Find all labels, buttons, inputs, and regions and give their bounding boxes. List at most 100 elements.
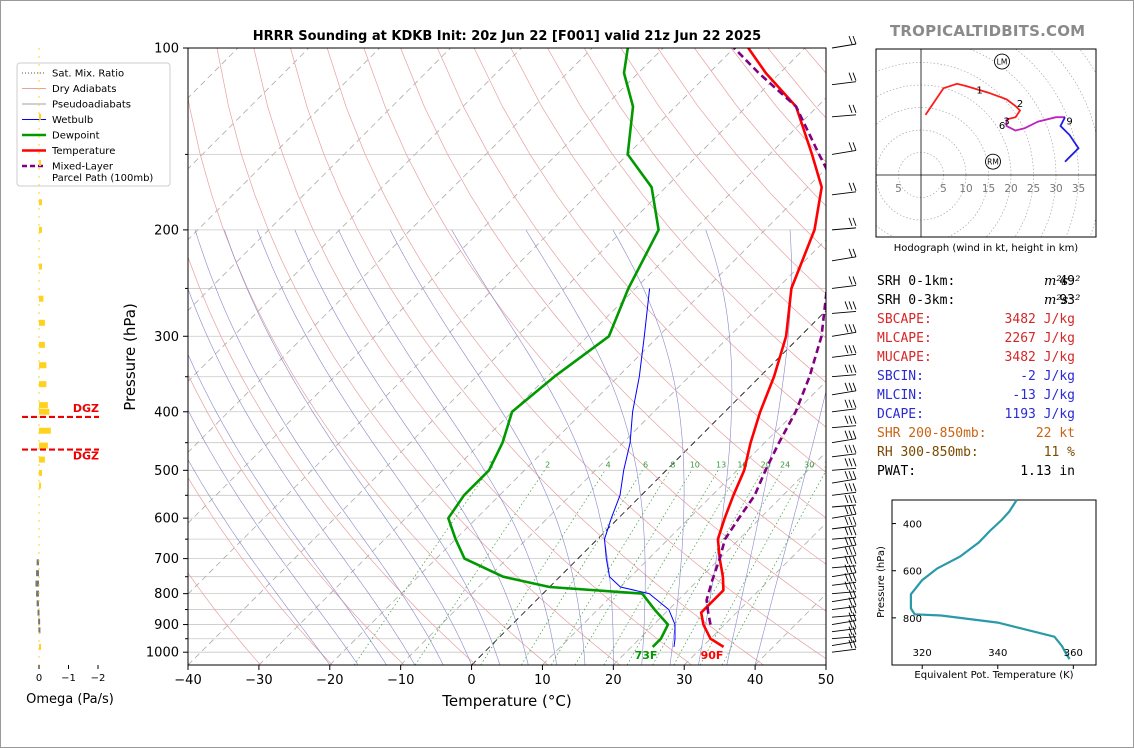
omega-bar [38,618,41,625]
stat-row: SBCIN: -2 J/kg [877,367,1092,386]
legend-label: Wetbulb [52,115,93,126]
moist-adiabat [188,459,331,665]
wind-barb-flag [852,399,857,408]
mixing-ratio-line [414,470,545,665]
wind-barb-flag [852,640,857,649]
wind-barb-flag [852,626,857,635]
mixing-ratio-line [574,470,693,665]
hodograph-trace [924,82,1022,121]
stat-key: SBCIN: [877,369,924,384]
omega-bar [39,469,42,476]
stat-value: 11 % [1043,445,1075,460]
omega-bar [36,570,39,577]
wind-barb-flag [844,324,849,333]
x-tick-label: −40 [174,673,201,688]
wind-barb-flag [848,142,853,151]
wind-barb-flag [844,382,849,391]
wind-barb-shaft [831,408,857,413]
stat-value: -13 J/kg [1012,388,1075,403]
mixing-ratio-label: 20 [761,460,771,469]
wind-barb-shaft [831,597,857,603]
dry-adiabat [216,48,621,665]
wind-barb-shaft [831,81,857,86]
hodograph-height-label: 1 [976,85,982,96]
wind-barb-flag [844,581,849,590]
wind-barb-flag [852,633,857,642]
legend-label: Dry Adiabats [52,84,116,95]
hodograph-height-label: 9 [1066,117,1072,128]
mixing-ratio-label: 30 [804,460,814,469]
x-tick-label: −10 [387,673,414,688]
wind-barb-flag [852,470,857,480]
stat-value: 22 kt [1035,426,1075,441]
legend-label: Parcel Path (100mb) [52,173,153,184]
dry-adiabat [290,48,764,665]
wind-barb-flag [852,483,857,492]
hodograph-tick-label: 35 [1072,183,1085,195]
stat-value: 1.13 in [1020,464,1075,479]
wind-barb-flag [852,564,857,573]
stat-row: SRH 0-3km: 93 m²s⁻² [877,291,1092,310]
wind-barb-shaft [831,513,857,519]
skewt-ylabel: Pressure (hPa) [121,303,139,411]
moist-adiabat [224,229,472,665]
wind-barb-shaft [831,331,857,337]
stat-row: DCAPE: 1193 J/kg [877,405,1092,424]
hodograph-height-label: 3 [1003,117,1009,128]
hodograph-tick-label: 25 [1027,183,1040,195]
wind-barb-shaft [831,525,857,530]
x-tick-label: −30 [245,673,272,688]
wind-barb-flag [848,597,853,606]
hodograph-tick-label: 10 [959,183,972,195]
wind-barb-flag [852,248,857,257]
wind-barb-flag [852,345,857,354]
wind-barb-shaft [831,114,857,118]
mixing-ratio-label: 16 [737,460,747,469]
theta-e-y-tick-label: 800 [903,614,922,625]
moist-adiabat [389,229,586,665]
dry-adiabat [253,48,692,665]
omega-bar [39,159,41,166]
wind-barb-flag [848,415,853,424]
wind-barb-flag [844,345,849,354]
y-tick-label: 300 [154,330,179,345]
wind-barb-flag [844,430,849,439]
wind-barb-flag [848,104,853,114]
isotherm [613,451,826,665]
mixing-ratio-label: 36 [824,460,834,469]
wind-barb-flag [848,640,853,649]
dry-adiabat [188,94,549,665]
dry-adiabat [188,373,405,665]
wind-barb-flag [848,382,853,391]
stat-key: SRH 0-3km: [877,293,956,308]
wind-barb-flag [848,633,853,642]
storm-motion-marker [994,53,1010,70]
wind-barb-flag [844,536,849,546]
stat-value: 3482 J/kg [1004,312,1075,327]
theta-e-plot: 320 340 360 400 600 800 Equivalent Pot. Tempe… [876,499,1097,681]
moist-adiabat [726,229,792,665]
wind-barb-flag [848,324,853,333]
wind-barb-flag [848,536,853,546]
chart-title: HRRR Sounding at KDKB Init: 20z Jun 22 [… [253,29,761,44]
dry-adiabat [400,48,826,565]
wind-barb-flag [852,142,857,151]
wind-barb-shaft [831,43,857,49]
wind-barb-flag [848,364,853,373]
wind-barb-flag [844,564,849,573]
wind-barb-shaft [831,149,857,155]
wind-barb-flag [844,516,849,526]
omega-bar [38,627,41,634]
dry-adiabat [188,572,261,665]
wind-barb-shaft [831,374,857,378]
stat-unit: m²s⁻² [1044,274,1081,289]
stat-value: 93 [1059,293,1075,308]
omega-bar [39,263,42,270]
omega-tick-label: −2 [91,673,106,684]
stat-key: SHR 200-850mb: [877,426,987,441]
dry-adiabat [473,48,826,473]
mixing-ratio-label: 13 [716,460,726,469]
legend-label: Temperature [51,146,115,157]
wind-barb-flag [848,182,853,192]
wind-barb-flag [848,573,853,582]
